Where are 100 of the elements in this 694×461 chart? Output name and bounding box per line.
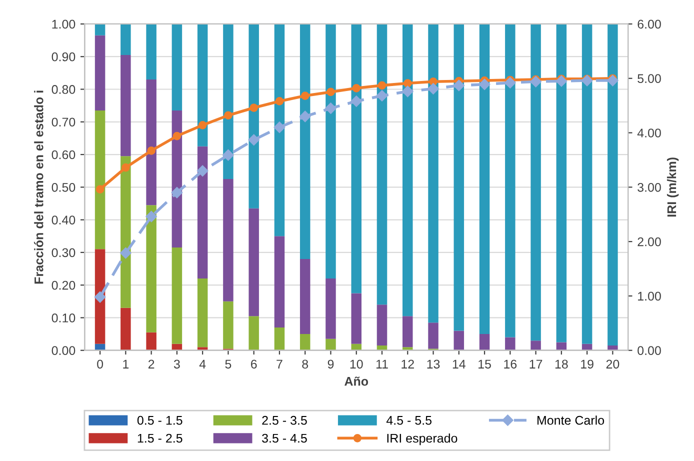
point: [198, 120, 207, 130]
point: [403, 79, 412, 88]
y-tick-label: 0.90: [52, 52, 76, 62]
point: [325, 102, 336, 114]
y-tick-label: 0.10: [52, 314, 76, 322]
x-tick-label: 0: [97, 360, 104, 369]
point: [378, 81, 386, 90]
y2-tick-label: 0.00: [638, 346, 661, 356]
point: [94, 291, 106, 303]
bar: [556, 342, 567, 350]
point: [147, 146, 156, 155]
point: [222, 149, 234, 161]
bar: [428, 322, 438, 349]
point: [300, 110, 311, 122]
x-tick-label: 9: [328, 360, 334, 369]
bar: [248, 316, 259, 350]
y-tick-label: 0.40: [52, 216, 76, 224]
bar: [351, 293, 362, 344]
bar: [248, 208, 259, 316]
point: [556, 75, 568, 87]
point: [250, 104, 258, 112]
y-tick-label: 1.00: [52, 20, 76, 29]
y2-axis-title: IRI (m/km): [666, 158, 679, 217]
point: [172, 132, 182, 140]
y2-tick-label: 1.00: [638, 292, 661, 301]
y-tick-label: 0.70: [52, 118, 76, 127]
legend-label: 0.5 - 1.5: [137, 416, 182, 425]
bar: [376, 24, 388, 305]
bar: [608, 24, 618, 346]
x-tick-label: 7: [276, 360, 282, 368]
bar: [326, 278, 336, 339]
legend-label: 3.5 - 4.5: [262, 434, 307, 443]
bar: [530, 340, 541, 350]
bar: [479, 24, 490, 334]
bar: [274, 24, 285, 236]
bar: [172, 344, 182, 350]
point: [248, 134, 260, 146]
bar: [120, 156, 131, 308]
point: [196, 165, 208, 176]
legend-label: IRI esperado: [387, 433, 458, 446]
point: [224, 111, 232, 120]
bar: [402, 316, 413, 348]
x-tick-label: 10: [350, 360, 363, 369]
bar: [146, 24, 156, 80]
point: [300, 92, 310, 100]
point: [122, 163, 130, 172]
bar: [172, 24, 182, 110]
point: [607, 74, 618, 86]
point: [402, 86, 414, 98]
bar: [120, 54, 131, 156]
x-tick-label: 13: [427, 360, 440, 369]
bar: [326, 24, 336, 279]
bar: [94, 110, 106, 250]
bar: [223, 179, 234, 302]
bar: [197, 347, 208, 350]
point: [146, 210, 157, 222]
bar: [479, 334, 490, 350]
bar: [351, 344, 362, 350]
y-tick-label: 0.80: [52, 85, 76, 94]
x-tick-label: 12: [402, 360, 414, 368]
y-tick-label: 0.60: [52, 150, 76, 160]
x-axis-title: Año: [344, 376, 368, 386]
point: [274, 122, 286, 133]
bar: [146, 205, 156, 332]
bar: [274, 328, 285, 350]
point: [453, 80, 465, 92]
bar: [530, 24, 541, 341]
bar: [248, 24, 259, 208]
bar: [402, 347, 413, 350]
bar: [146, 332, 156, 350]
legend-label: 2.5 - 3.5: [262, 416, 307, 425]
bar: [300, 258, 310, 334]
point: [429, 77, 438, 86]
bar: [402, 24, 413, 316]
x-tick-label: 16: [504, 360, 517, 369]
bar: [197, 146, 208, 279]
y2-tick-label: 4.00: [637, 128, 661, 138]
x-tick-label: 4: [199, 360, 206, 368]
point: [275, 97, 284, 106]
x-tick-label: 19: [581, 360, 594, 369]
point: [350, 96, 362, 107]
bar: [608, 345, 618, 350]
x-tick-label: 2: [148, 360, 154, 368]
bar: [172, 248, 182, 344]
bar: [223, 24, 234, 180]
bar: [120, 24, 131, 55]
y-tick-label: 0.20: [52, 280, 76, 290]
x-tick-label: 1: [123, 360, 129, 368]
bar: [300, 24, 310, 259]
x-tick-label: 5: [225, 360, 232, 369]
bar: [376, 345, 388, 350]
x-tick-label: 3: [174, 360, 180, 369]
point: [504, 77, 516, 88]
bar: [197, 24, 208, 146]
x-tick-label: 17: [530, 360, 542, 368]
x-tick-label: 20: [606, 360, 620, 369]
y-tick-label: 0.30: [52, 248, 76, 258]
bar: [223, 301, 234, 349]
x-tick-label: 15: [478, 360, 491, 369]
y-axis-title: Fracción del tramo en el estado i: [34, 90, 44, 284]
